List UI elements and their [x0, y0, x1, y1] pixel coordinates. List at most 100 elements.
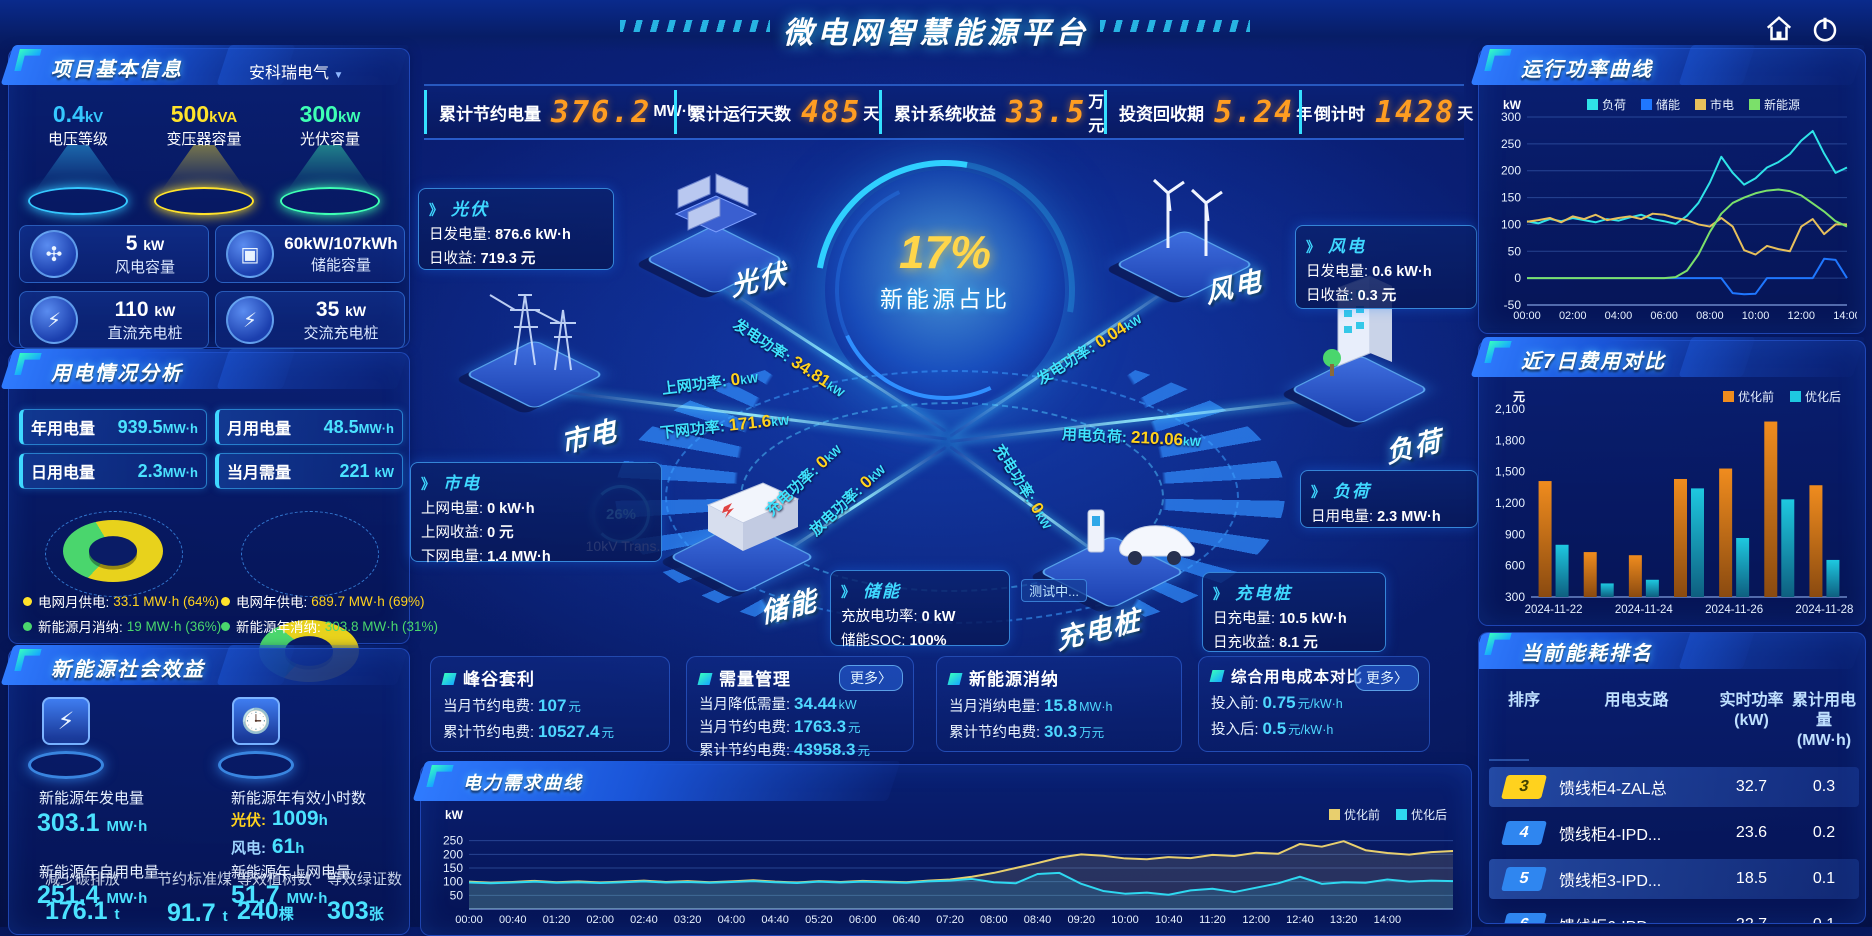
- x-tick-label: 06:40: [893, 914, 921, 926]
- panel-header-bg2: [1678, 633, 1865, 669]
- panel-usage-analysis: 用电情况分析 年用电量 939.5MW·h 月用电量 48.5MW·h 日用电量 2.…: [0, 349, 438, 682]
- power-icon[interactable]: [1808, 14, 1842, 44]
- card-corner-icon: [947, 673, 963, 685]
- home-icon[interactable]: [1762, 14, 1796, 44]
- renewable-percent-label: 新能源占比: [880, 286, 1010, 312]
- bar-优化前-2024-11-28: [1809, 485, 1823, 597]
- x-tick-label: 04:00: [718, 914, 746, 926]
- base-ellipse: [28, 187, 128, 215]
- base-ellipse: [154, 187, 254, 215]
- legend-swatch: [1329, 809, 1340, 820]
- bar-优化后-2024-11-27: [1781, 499, 1795, 597]
- x-tick-label: 10:00: [1111, 914, 1139, 926]
- chevron-icon: 》: [1311, 484, 1327, 500]
- light-beam: [35, 145, 121, 191]
- card-cost-compare: 综合用电成本对比 更多〉 投入前: 0.75 元/kW·h 投入后: 0.5 元/kW·…: [1198, 656, 1430, 752]
- legend-label: 优化前: [1344, 807, 1380, 822]
- x-tick-label: 04:00: [1605, 310, 1633, 322]
- series-市电: [1526, 212, 1847, 256]
- base-ellipse: [280, 187, 380, 215]
- panel-demand-curve: 电力需求曲线 50 100 150 200 250 kW 00:00 00:40 01:20 02…: [412, 761, 1472, 936]
- generation-pedestal: ⚡: [28, 697, 104, 779]
- ac-charger-icon: ⚡: [226, 296, 274, 344]
- y-tick-label: 50: [1508, 244, 1522, 258]
- company-dropdown[interactable]: 安科瑞电气 ▼: [249, 65, 344, 82]
- y-tick-label: 250: [443, 834, 463, 848]
- title-left-decoration: [620, 20, 770, 32]
- x-tick-label: 14:00: [1374, 914, 1402, 926]
- table-row[interactable]: 4 馈线柜4-IPD... 23.6 0.2: [1489, 813, 1859, 853]
- spotlight-voltage: 0.4kV 电压等级: [15, 101, 141, 215]
- to-grid-value: 51.7 MW·h: [231, 881, 328, 909]
- more-button[interactable]: 更多〉: [839, 665, 903, 691]
- x-tick-label: 12:40: [1286, 914, 1314, 926]
- series-优化后: [468, 871, 1454, 896]
- dc-charger-icon: ⚡: [30, 296, 78, 344]
- table-row[interactable]: 3 馈线柜4-ZAL总 32.7 0.3: [1489, 767, 1859, 807]
- bar-优化前-2024-11-24: [1628, 555, 1642, 597]
- kpi-countdown: 倒计时 1428 天: [1299, 90, 1473, 134]
- x-tick-label: 08:40: [1024, 914, 1052, 926]
- card-corner-icon: [1209, 670, 1225, 682]
- y-tick-label: 200: [443, 847, 463, 861]
- card-storage-capacity: ▣ 60kW/107kWh 储能容量: [215, 225, 405, 283]
- x-tick-label: 13:20: [1330, 914, 1358, 926]
- y-tick-label: 300: [1505, 590, 1525, 604]
- donut-month-energy: [63, 520, 163, 582]
- battery-icon: ▣: [226, 230, 274, 278]
- panel-title: 新能源社会效益: [51, 659, 205, 681]
- spotlight-pv-capacity: 300kW 光伏容量: [267, 101, 393, 215]
- panel-energy-rank: 当前能耗排名 排序 用电支路 实时功率 (kW) 累计用电量 (MW·h) 3 馈线…: [1478, 632, 1866, 924]
- x-tick-label: 08:00: [980, 914, 1008, 926]
- wind-info-box: 》风电 日发电量: 0.6 kW·h 日收益: 0.3 元: [1295, 225, 1477, 309]
- bar-优化后-2024-11-23: [1600, 583, 1614, 597]
- co2-value: 176.1 t: [45, 897, 120, 925]
- grid-info-box: 》市电 上网电量: 0 kW·h 上网收益: 0 元 下网电量: 1.4 MW·…: [410, 462, 662, 565]
- ev-charging-icon: [1087, 509, 1195, 565]
- pedestal-ring: [218, 751, 294, 779]
- donut-month-legend: 电网月供电: 33.1 MW·h (64%) 新能源月消纳: 19 MW·h (36…: [23, 591, 221, 641]
- y-axis-label: kW: [445, 808, 464, 822]
- y-tick-label: 600: [1505, 559, 1525, 573]
- rank-badge: 6: [1501, 913, 1547, 923]
- certs-value: 303张: [327, 897, 384, 925]
- hours-label: 新能源年有效小时数: [231, 790, 367, 807]
- legend-dot: [23, 596, 32, 606]
- table-row[interactable]: 6 馈线柜6-IPD 22.7 0.1: [1489, 905, 1859, 923]
- y-axis-label: 元: [1513, 390, 1525, 404]
- y-tick-label: 150: [443, 861, 463, 875]
- self-use-value: 251.4 MW·h: [37, 881, 148, 909]
- legend-label: 新能源: [1764, 97, 1800, 112]
- co2-label: 减少碳排放: [45, 871, 121, 888]
- legend-swatch: [1641, 99, 1652, 110]
- grid-island-label: 市电: [559, 415, 620, 459]
- series-新能源: [1527, 188, 1848, 280]
- battery-container-icon: [706, 482, 800, 551]
- chevron-icon: 》: [1213, 586, 1229, 602]
- panel-title: 电力需求曲线: [463, 773, 583, 793]
- chevron-icon: 》: [421, 476, 437, 492]
- solar-panels-icon: [674, 173, 758, 233]
- panel-header-bg2: [1678, 45, 1866, 85]
- spotlight-transformer: 500kVA 变压器容量: [141, 101, 267, 215]
- kpi-payback: 投资回收期 5.24 年: [1104, 90, 1312, 134]
- testing-badge: 测试中...: [1021, 579, 1087, 602]
- title-right-decoration: [1100, 20, 1250, 32]
- x-tick-label: 03:20: [674, 914, 702, 926]
- more-button[interactable]: 更多〉: [1355, 665, 1419, 691]
- card-ac-charger: ⚡ 35 kW 交流充电桩: [215, 291, 405, 349]
- y-tick-label: 1,800: [1495, 433, 1525, 447]
- y-tick-label: 900: [1505, 527, 1525, 541]
- table-row[interactable]: 5 馈线柜3-IPD... 18.5 0.1: [1489, 859, 1859, 899]
- chevron-down-icon: ▼: [333, 70, 344, 81]
- card-wind-capacity: ✣ 5 kW 风电容量: [19, 225, 209, 283]
- panel-run-power: 运行功率曲线 -50 0 50 100 150 200 250 300 kW 00:00 02:00…: [1470, 45, 1866, 334]
- rank-badge: 5: [1501, 867, 1547, 891]
- legend-swatch: [1749, 99, 1760, 110]
- x-tick-label: 10:40: [1155, 914, 1183, 926]
- page-title: 微电网智慧能源平台: [783, 17, 1089, 50]
- y-tick-label: 150: [1501, 191, 1521, 205]
- x-tick-label: 02:40: [630, 914, 658, 926]
- x-tick-label: 00:00: [455, 914, 483, 926]
